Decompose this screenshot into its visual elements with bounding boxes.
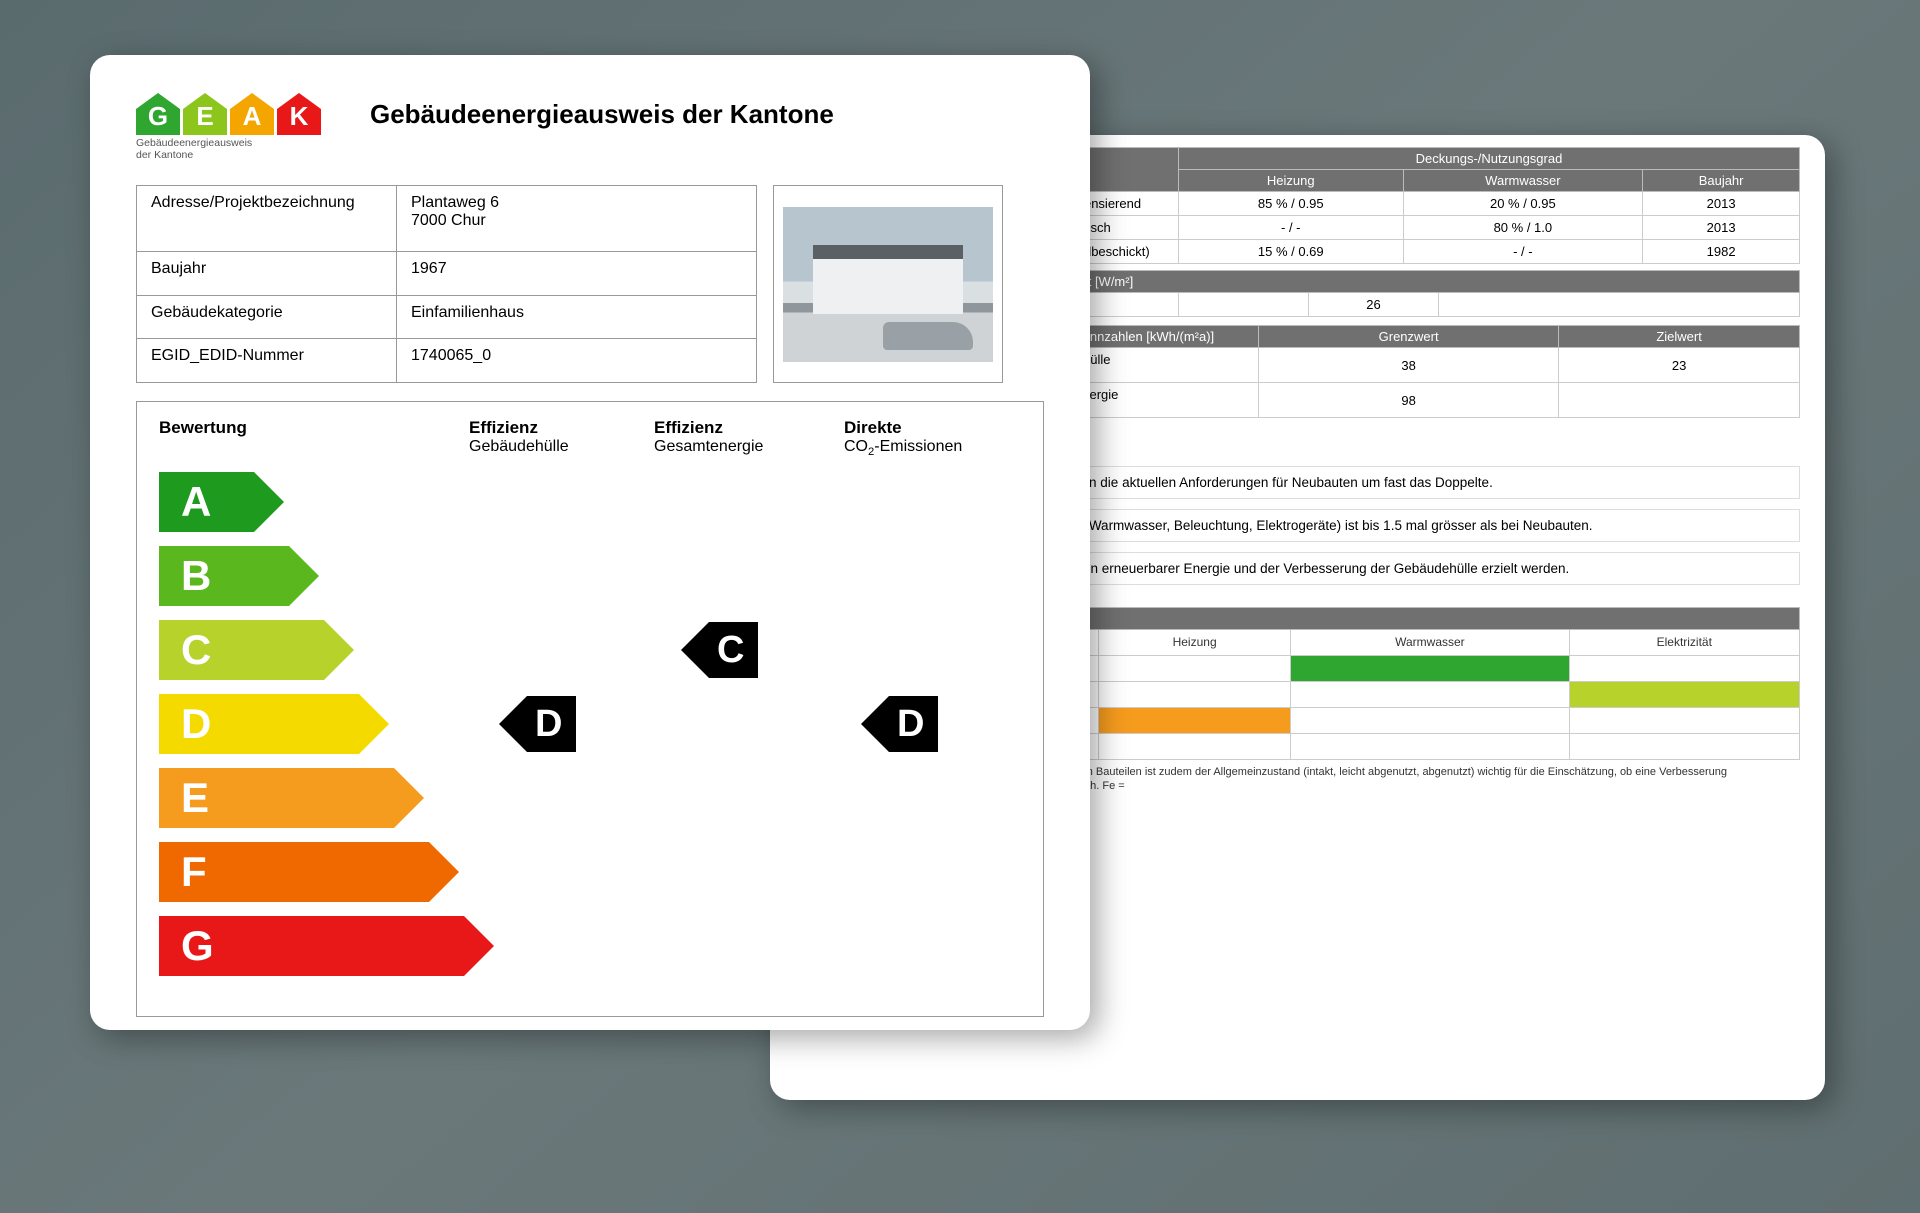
kennzahlen-table: Standard Energiekennzahlen [kWh/(m²a)] G… — [968, 325, 1800, 418]
certificate-front-card: GEAK Gebäudeenergieausweis der Kantone G… — [90, 55, 1090, 1030]
quality-right-table: Gebäudetechnik Heizung Warmwasser Elektr… — [968, 607, 1800, 760]
heizlast-table: Spezifische Heizlast [W/m²] Spez. Heizla… — [968, 270, 1800, 317]
waerme-table: Wärmeerzeuger Deckungs-/Nutzungsgrad Hei… — [968, 147, 1800, 264]
building-photo — [773, 185, 1003, 383]
document-title: Gebäudeenergieausweis der Kantone — [370, 99, 834, 130]
geak-logo: GEAK Gebäudeenergieausweis der Kantone — [136, 93, 336, 161]
building-info-table: Adresse/ProjektbezeichnungPlantaweg 6 70… — [136, 185, 757, 383]
rating-section: Bewertung EffizienzGebäudehülle Effizien… — [136, 401, 1044, 1017]
